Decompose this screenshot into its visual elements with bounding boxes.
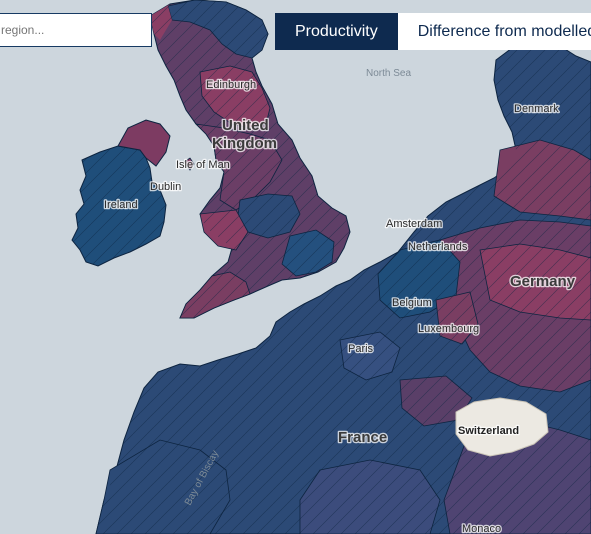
monaco-label: Monaco (462, 523, 501, 534)
ireland-region[interactable] (71, 119, 171, 267)
tab-productivity[interactable]: Productivity (275, 13, 398, 50)
luxembourg-label: Luxembourg (418, 323, 479, 335)
great-britain-region[interactable] (149, 0, 351, 319)
switzerland-region[interactable] (455, 397, 549, 457)
amsterdam-label: Amsterdam (386, 218, 442, 230)
isle-of-man-label: Isle of Man (176, 159, 230, 171)
ireland-label: Ireland (104, 199, 138, 211)
north-sea-label: North Sea (366, 68, 411, 79)
region-search-input[interactable] (1, 23, 151, 37)
paris-label: Paris (348, 343, 374, 355)
tab-difference-from-modelled[interactable]: Difference from modelled (397, 13, 591, 50)
isle-of-man-region[interactable] (183, 157, 195, 171)
region-search-box[interactable] (0, 13, 152, 47)
metric-tabs: Productivity Difference from modelled (275, 13, 591, 50)
netherlands-label: Netherlands (408, 241, 468, 253)
dublin-label: Dublin (150, 181, 181, 193)
belgium-label: Belgium (392, 297, 432, 309)
united-label: United (222, 117, 269, 134)
france-label: France (338, 429, 387, 446)
denmark-label: Denmark (514, 103, 559, 115)
switzerland-label: Switzerland (458, 425, 519, 437)
germany-label: Germany (510, 273, 576, 290)
kingdom-label: Kingdom (212, 135, 277, 152)
edinburgh-label: Edinburgh (206, 79, 256, 91)
